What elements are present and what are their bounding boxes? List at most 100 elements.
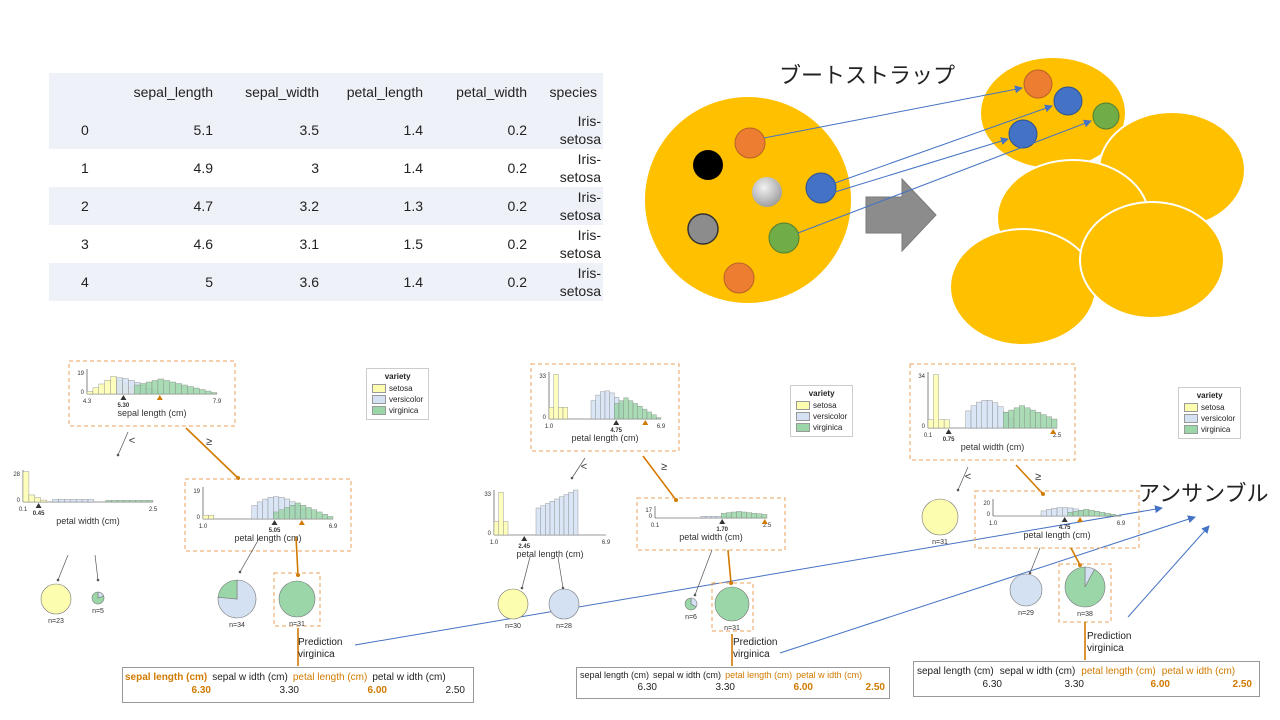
tree-edge: [57, 554, 69, 581]
legend-item: versicolor: [796, 411, 847, 422]
histogram-bar: [590, 400, 596, 420]
histogram-bar: [122, 378, 129, 395]
histogram-bar: [193, 387, 200, 395]
legend-item: virginica: [372, 405, 423, 416]
table-header-cell: sepal_length: [121, 73, 219, 111]
y-tick-label: 19: [77, 371, 84, 377]
table-cell: 3.2: [219, 187, 325, 225]
histogram-bar: [1029, 409, 1036, 429]
split-node-box: [530, 363, 680, 452]
tree-edge: [1015, 464, 1044, 495]
histogram-bar: [756, 513, 763, 519]
tree-edge: [117, 431, 129, 456]
table-cell: 0: [49, 111, 121, 149]
leaf-pie-slice: [684, 597, 697, 611]
feature-vector: sepal length (cm) sepal w idth (cm) peta…: [576, 667, 890, 699]
table-cell-species: Iris-setosa: [533, 263, 603, 301]
x-tick-label: 6.9: [329, 524, 338, 530]
dark-grey-ball: [687, 213, 719, 245]
split-node-box: [974, 490, 1140, 549]
feature-axis-label: petal length (cm): [516, 549, 583, 559]
table-cell-species: Iris-setosa: [559, 227, 601, 261]
histogram-bar: [498, 492, 504, 536]
histogram-bar: [992, 402, 999, 429]
source-bag: [645, 97, 851, 303]
leaf-count-label: n=31: [289, 621, 305, 628]
histogram-bar: [933, 374, 939, 429]
histogram-bar: [110, 376, 117, 395]
histogram-bar: [22, 471, 30, 503]
histogram-bar: [1083, 509, 1090, 517]
leaf-count-label: n=6: [685, 614, 697, 621]
y-tick-label: 20: [983, 501, 990, 507]
histogram-bar: [251, 505, 258, 520]
x-tick-label: 1.0: [490, 540, 499, 546]
edge-arrow-icon: [1041, 492, 1045, 496]
histogram-bar: [129, 500, 136, 503]
histogram-bar: [64, 499, 71, 503]
split-value-label: 2.45: [518, 544, 530, 550]
table-cell: 4.9: [193, 160, 213, 176]
leaf-count-label: n=38: [1077, 611, 1093, 618]
leaf-pie-slice: [217, 579, 238, 600]
x-tick-label: 7.9: [213, 399, 222, 405]
tree-edge: [295, 536, 299, 576]
split-marker-icon: [1061, 517, 1068, 522]
instance-marker-icon: [761, 519, 768, 524]
histogram-bar: [604, 390, 610, 420]
histogram-bar: [573, 489, 579, 536]
split-marker-icon: [521, 536, 528, 541]
edge-arrow-icon: [561, 586, 565, 590]
y-tick-label: 28: [13, 472, 20, 478]
histogram-bar: [58, 499, 65, 503]
edge-arrow-icon: [116, 453, 120, 457]
histogram-bar: [105, 500, 112, 503]
x-tick-label: 2.5: [763, 523, 772, 529]
edge-arrow-icon: [238, 570, 242, 574]
split-marker-icon: [271, 520, 278, 525]
histogram-bar: [305, 507, 312, 520]
histogram-bar: [284, 507, 290, 520]
histogram-bar: [656, 417, 662, 420]
orange-ball: [734, 127, 766, 159]
histogram-bar: [1035, 412, 1042, 429]
x-tick-label: 1.0: [545, 424, 554, 430]
histogram-bar: [549, 501, 555, 536]
edge-arrow-icon: [674, 498, 678, 502]
x-tick-label: 0.1: [651, 523, 660, 529]
table-row: 4 5 3.6 1.4 0.2 Iris-setosa: [49, 263, 603, 301]
tree-edge: [239, 536, 261, 573]
y-tick-label: 34: [918, 374, 925, 380]
histogram-bar: [710, 516, 717, 519]
histogram-bar: [135, 500, 142, 503]
histogram-bar: [1104, 513, 1111, 517]
histogram-bar: [199, 389, 206, 395]
edge-arrow-icon: [1028, 571, 1032, 575]
split-value-label: 5.30: [118, 403, 130, 409]
histogram-bar: [321, 514, 328, 520]
histogram-bar: [1046, 416, 1052, 429]
histogram-bar: [1099, 512, 1106, 517]
table-cell: 3.5: [219, 111, 325, 149]
x-tick-label: 0.1: [19, 507, 28, 513]
histogram-bar: [1067, 512, 1074, 517]
leaf-pie-slice: [1009, 573, 1043, 607]
histogram-bar: [202, 514, 209, 520]
prediction-label: Prediction virginica: [298, 637, 343, 660]
table-cell: 4: [49, 263, 121, 301]
histogram-bar: [28, 494, 36, 503]
blue-ball: [1053, 86, 1083, 116]
feature-axis-label: petal width (cm): [56, 516, 120, 526]
legend-item: versicolor: [1184, 413, 1235, 424]
histogram-bar: [169, 381, 176, 395]
histogram-bar: [210, 392, 218, 395]
feature-axis-label: petal width (cm): [961, 442, 1025, 452]
histogram-bar: [175, 383, 182, 395]
histogram-bar: [553, 374, 559, 420]
table-header-cell: sepal_width: [219, 73, 325, 111]
x-tick-label: 4.3: [83, 399, 92, 405]
leaf-highlight-box: [711, 582, 754, 632]
histogram-bar: [965, 410, 972, 429]
x-tick-label: 6.9: [1117, 521, 1126, 527]
split-node-box: [636, 497, 786, 551]
